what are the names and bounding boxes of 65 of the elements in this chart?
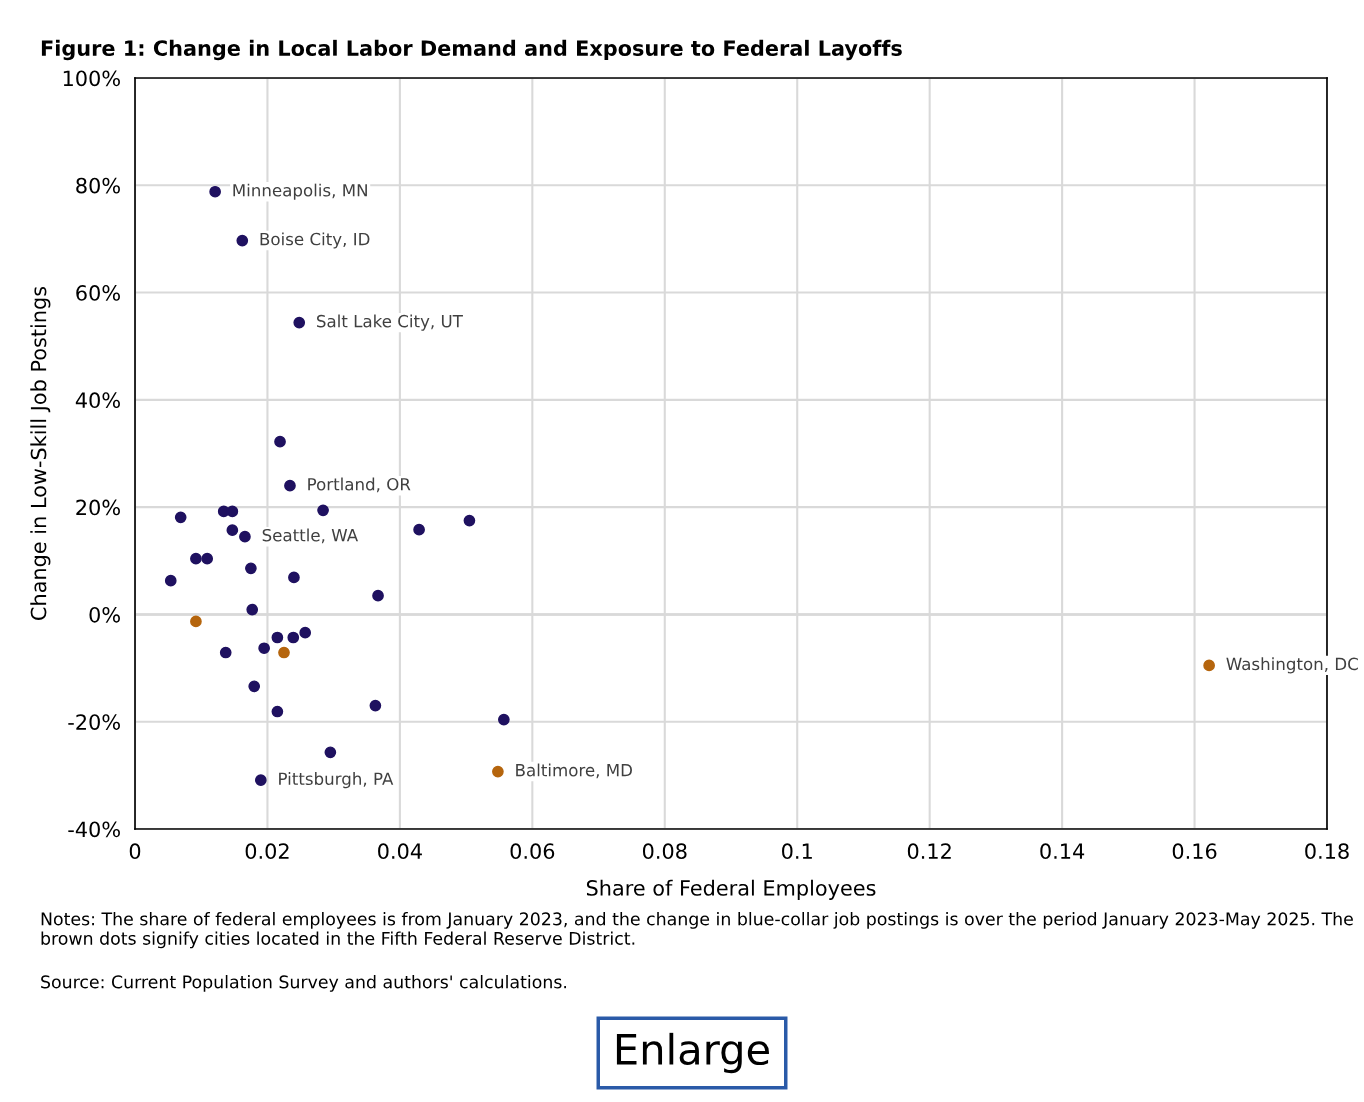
point	[293, 316, 306, 329]
y-tick-label: 40%	[75, 392, 120, 409]
x-tick-label: 0.02	[245, 843, 289, 860]
chart-title: Figure 1: Change in Local Labor Demand and Exposure to Federal Layoffs	[41, 39, 902, 61]
point	[288, 571, 300, 584]
point	[324, 746, 337, 759]
x-tick-label: 0	[129, 843, 141, 860]
point	[372, 589, 384, 602]
text: Enlarge	[616, 1032, 769, 1074]
source-note: Source: Current Population Survey and authors' calculations.	[41, 975, 567, 992]
y-tick-label: -20%	[68, 714, 120, 730]
point	[190, 552, 202, 565]
annotation: Pittsburgh, PA	[279, 772, 394, 789]
point	[369, 699, 382, 712]
x-tick-label: 0.14	[1040, 843, 1085, 860]
y-tick-label: 0%	[89, 606, 120, 623]
point	[201, 552, 214, 565]
point	[190, 615, 202, 628]
point	[299, 626, 312, 639]
x-tick-label: 0.06	[510, 843, 555, 860]
point	[246, 603, 259, 616]
x-tick-label: 0.08	[642, 843, 687, 860]
point	[1203, 659, 1215, 672]
annotation: Washington, DC	[1226, 657, 1358, 674]
point	[463, 514, 476, 527]
point	[274, 435, 286, 448]
point	[258, 642, 270, 655]
y-tick-label: 60%	[76, 285, 120, 301]
point	[498, 713, 510, 726]
point	[284, 479, 296, 492]
point	[317, 504, 329, 517]
annotation: Salt Lake City, UT	[317, 314, 463, 331]
y-tick-label: 20%	[76, 499, 120, 516]
point	[226, 524, 239, 537]
x-axis-title: Share of Federal Employees	[586, 879, 876, 900]
text: Notes: The share of federal employees is from January 2023, and the change in blue-collar job postings is over the period January 2023-May 2025. The brown dots signify cities located in the Fifth Federal Reserve District.	[41, 912, 1353, 949]
annotation: Baltimore, MD	[516, 763, 632, 779]
point	[209, 185, 221, 198]
x-tick-label: 0.18	[1305, 843, 1349, 860]
y-tick-label: -40%	[68, 821, 120, 838]
x-tick-label: 0.12	[907, 843, 951, 860]
point	[287, 631, 300, 644]
x-tick-label: 0.04	[378, 843, 422, 860]
y-tick-label: 80%	[76, 177, 120, 194]
point	[219, 646, 232, 659]
point	[254, 774, 267, 787]
x-tick-label: 0.16	[1172, 843, 1217, 860]
point	[236, 234, 249, 247]
point	[174, 511, 187, 524]
point	[248, 680, 261, 693]
point	[239, 530, 251, 543]
point	[413, 523, 425, 536]
x-tick-label: 0.1	[782, 843, 812, 860]
point	[278, 646, 290, 659]
annotation: Minneapolis, MN	[233, 183, 367, 200]
point	[492, 765, 504, 778]
y-axis-title: Change in Low-Skill Job Postings	[30, 286, 51, 620]
point	[245, 562, 257, 575]
point	[271, 631, 284, 644]
point	[271, 705, 284, 718]
annotation: Seattle, WA	[262, 528, 359, 544]
point	[164, 574, 177, 587]
y-tick-label: 100%	[63, 70, 120, 87]
annotation: Boise City, ID	[260, 232, 370, 249]
annotation: Portland, OR	[308, 477, 411, 493]
